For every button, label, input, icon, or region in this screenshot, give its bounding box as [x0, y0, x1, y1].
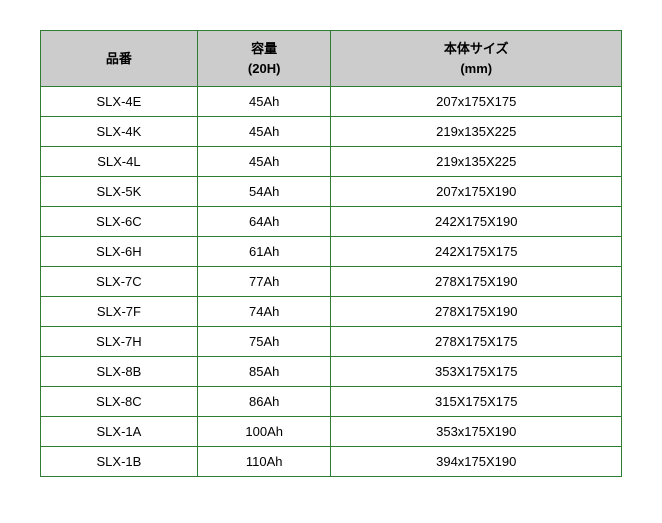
cell-model: SLX-4E — [41, 87, 198, 117]
header-model: 品番 — [41, 31, 198, 87]
cell-capacity: 74Ah — [197, 297, 331, 327]
cell-model: SLX-7F — [41, 297, 198, 327]
table-row: SLX-4L 45Ah 219x135X225 — [41, 147, 622, 177]
cell-capacity: 100Ah — [197, 417, 331, 447]
cell-size: 242X175X175 — [331, 237, 622, 267]
cell-size: 242X175X190 — [331, 207, 622, 237]
cell-size: 315X175X175 — [331, 387, 622, 417]
table-row: SLX-4K 45Ah 219x135X225 — [41, 117, 622, 147]
header-size-line1: 本体サイズ — [444, 41, 509, 56]
table-row: SLX-7C 77Ah 278X175X190 — [41, 267, 622, 297]
cell-capacity: 45Ah — [197, 117, 331, 147]
cell-capacity: 54Ah — [197, 177, 331, 207]
header-size: 本体サイズ (mm) — [331, 31, 622, 87]
cell-capacity: 86Ah — [197, 387, 331, 417]
header-capacity: 容量 (20H) — [197, 31, 331, 87]
table-row: SLX-7F 74Ah 278X175X190 — [41, 297, 622, 327]
cell-model: SLX-6C — [41, 207, 198, 237]
cell-size: 219x135X225 — [331, 117, 622, 147]
table-row: SLX-7H 75Ah 278X175X175 — [41, 327, 622, 357]
table-body: SLX-4E 45Ah 207x175X175 SLX-4K 45Ah 219x… — [41, 87, 622, 477]
cell-model: SLX-8C — [41, 387, 198, 417]
cell-size: 394x175X190 — [331, 447, 622, 477]
table-row: SLX-4E 45Ah 207x175X175 — [41, 87, 622, 117]
cell-size: 207x175X190 — [331, 177, 622, 207]
cell-model: SLX-1A — [41, 417, 198, 447]
cell-model: SLX-7H — [41, 327, 198, 357]
header-row: 品番 容量 (20H) 本体サイズ (mm) — [41, 31, 622, 87]
cell-model: SLX-5K — [41, 177, 198, 207]
table-row: SLX-6H 61Ah 242X175X175 — [41, 237, 622, 267]
header-capacity-line2: (20H) — [248, 61, 281, 76]
cell-capacity: 75Ah — [197, 327, 331, 357]
cell-capacity: 45Ah — [197, 147, 331, 177]
cell-size: 353x175X190 — [331, 417, 622, 447]
cell-model: SLX-7C — [41, 267, 198, 297]
header-size-line2: (mm) — [460, 61, 492, 76]
cell-size: 278X175X175 — [331, 327, 622, 357]
cell-model: SLX-1B — [41, 447, 198, 477]
table-row: SLX-8C 86Ah 315X175X175 — [41, 387, 622, 417]
cell-capacity: 45Ah — [197, 87, 331, 117]
cell-size: 278X175X190 — [331, 297, 622, 327]
table-row: SLX-1B 110Ah 394x175X190 — [41, 447, 622, 477]
header-capacity-line1: 容量 — [251, 41, 277, 56]
cell-model: SLX-6H — [41, 237, 198, 267]
cell-capacity: 85Ah — [197, 357, 331, 387]
table-row: SLX-5K 54Ah 207x175X190 — [41, 177, 622, 207]
cell-size: 353X175X175 — [331, 357, 622, 387]
cell-model: SLX-4L — [41, 147, 198, 177]
cell-capacity: 110Ah — [197, 447, 331, 477]
table-row: SLX-6C 64Ah 242X175X190 — [41, 207, 622, 237]
cell-model: SLX-8B — [41, 357, 198, 387]
cell-capacity: 61Ah — [197, 237, 331, 267]
cell-model: SLX-4K — [41, 117, 198, 147]
cell-size: 207x175X175 — [331, 87, 622, 117]
cell-size: 219x135X225 — [331, 147, 622, 177]
cell-capacity: 77Ah — [197, 267, 331, 297]
table-row: SLX-8B 85Ah 353X175X175 — [41, 357, 622, 387]
spec-table: 品番 容量 (20H) 本体サイズ (mm) SLX-4E 45Ah 207x1… — [40, 30, 622, 477]
cell-size: 278X175X190 — [331, 267, 622, 297]
cell-capacity: 64Ah — [197, 207, 331, 237]
table-row: SLX-1A 100Ah 353x175X190 — [41, 417, 622, 447]
table-header: 品番 容量 (20H) 本体サイズ (mm) — [41, 31, 622, 87]
header-model-line1: 品番 — [106, 51, 132, 66]
